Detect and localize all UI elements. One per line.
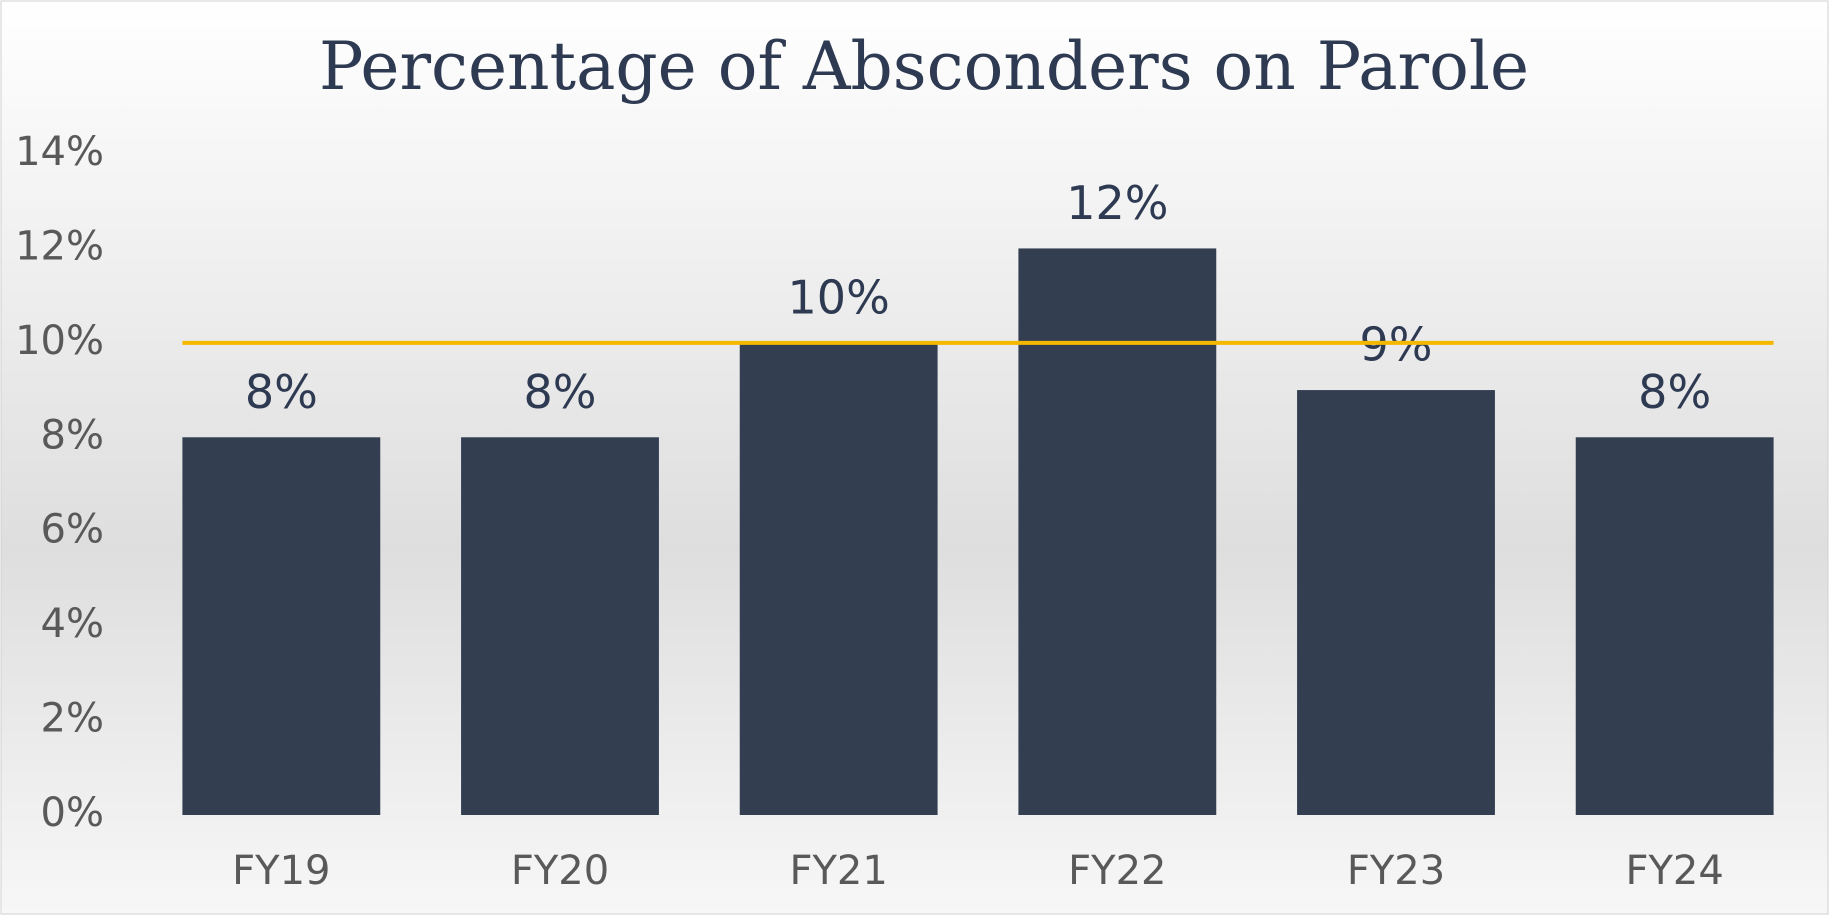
value-label: 8% [1638,365,1711,419]
bar [461,437,659,815]
y-tick-label: 10% [15,318,104,364]
x-tick-label: FY19 [232,848,330,894]
x-tick-label: FY21 [789,848,887,894]
y-tick-label: 12% [15,223,104,269]
x-tick-label: FY24 [1625,848,1723,894]
y-tick-label: 4% [41,601,104,647]
value-label: 8% [245,365,318,419]
y-tick-label: 0% [41,790,104,836]
y-tick-label: 6% [41,507,104,553]
y-tick-label: 2% [41,696,104,742]
x-tick-label: FY20 [511,848,609,894]
bar [1297,390,1495,815]
bar [739,342,938,815]
y-tick-label: 8% [41,412,104,458]
chart-title: Percentage of Absconders on Parole [319,28,1529,105]
bar [1018,248,1217,815]
x-tick-label: FY22 [1068,848,1166,894]
x-tick-label: FY23 [1347,848,1445,894]
value-label: 12% [1066,176,1168,230]
bar [182,437,381,815]
y-tick-label: 14% [15,129,104,175]
value-label: 8% [524,365,597,419]
value-label: 10% [788,270,890,324]
bar [1575,437,1774,815]
